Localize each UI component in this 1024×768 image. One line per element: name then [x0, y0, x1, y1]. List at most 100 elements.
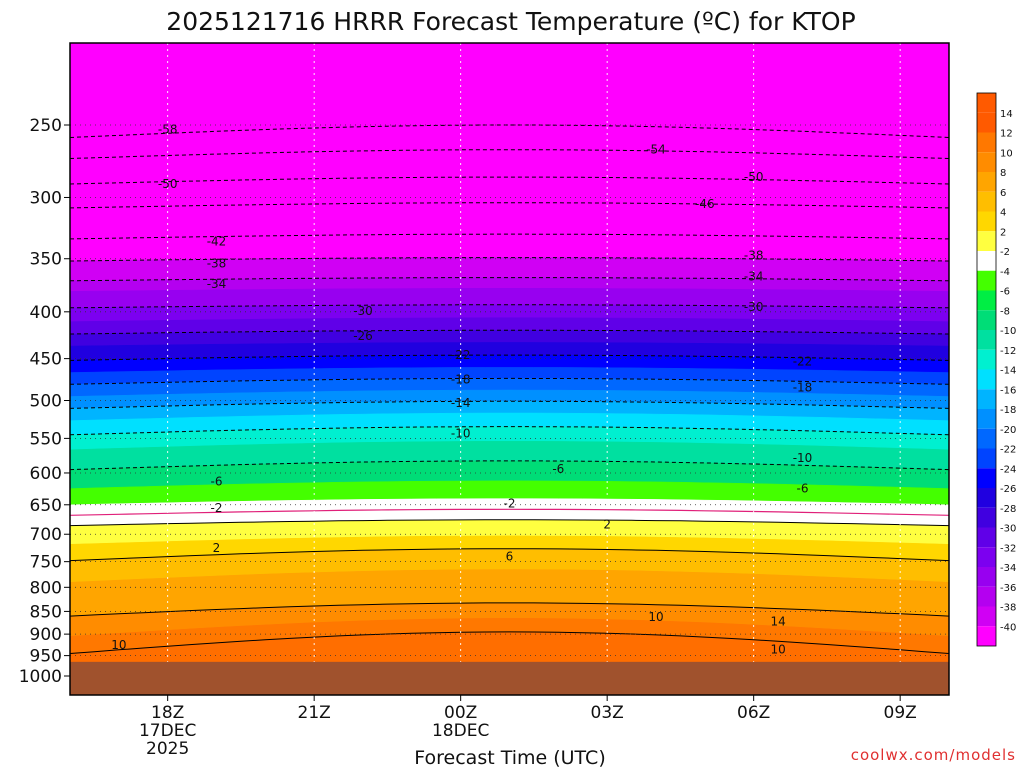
colorbar-swatch	[977, 132, 996, 153]
ground-surface	[70, 661, 949, 695]
grid-lines	[70, 43, 949, 695]
y-axis: 250 300 350 400 450 500 550 600 650 700 750 800 850 9…	[19, 116, 70, 687]
y-tick-label: 850	[30, 602, 62, 622]
contour-label: -46	[695, 197, 715, 211]
y-tick-label: 650	[30, 496, 62, 516]
temperature-band	[70, 233, 949, 262]
contour-label: -10	[793, 451, 813, 465]
contour-label: -26	[353, 329, 373, 343]
colorbar-label: -34	[1000, 563, 1016, 574]
colorbar-swatch	[977, 428, 996, 449]
colorbar-swatch	[977, 468, 996, 488]
y-tick-label: 250	[30, 116, 62, 136]
colorbar-label: 4	[1000, 208, 1006, 219]
colorbar-label: -22	[1000, 445, 1016, 456]
colorbar-label: -28	[1000, 504, 1016, 515]
colorbar-swatch	[977, 231, 996, 251]
temperature-bands	[70, 124, 949, 695]
colorbar-swatch	[977, 211, 996, 232]
contour-line	[70, 548, 949, 562]
y-tick-label: 500	[30, 392, 62, 412]
contour-label: 10	[111, 638, 126, 652]
contour-line	[70, 602, 949, 617]
contour-line	[70, 519, 949, 527]
colorbar-swatch	[977, 270, 996, 291]
colorbar-swatch	[977, 172, 996, 192]
colorbar-swatch	[977, 567, 996, 587]
colorbar-label: -8	[1000, 306, 1010, 317]
colorbar-label: 14	[1000, 109, 1013, 120]
colorbar-label: -14	[1000, 366, 1016, 377]
y-tick-label: 550	[30, 429, 62, 449]
colorbar-label: -30	[1000, 524, 1016, 535]
colorbar-swatch	[977, 527, 996, 548]
contour-labels: -58-54-50 -50-46-42-38-38-34-34-30 -30-26-…	[111, 123, 812, 657]
colorbar-label: -10	[1000, 326, 1016, 337]
credit-link[interactable]: coolwx.com/models	[851, 746, 1016, 764]
colorbar-swatch	[977, 586, 996, 607]
colorbar-swatch	[977, 369, 996, 390]
contour-label: -18	[451, 372, 471, 386]
x-tick-label: 06Z	[737, 703, 770, 723]
colorbar-swatch	[977, 507, 996, 528]
y-tick-label: 800	[30, 578, 62, 598]
colorbar-label: -2	[1000, 247, 1010, 258]
contour-label: -14	[451, 396, 471, 410]
temperature-band	[70, 202, 949, 240]
colorbar-label: -6	[1000, 287, 1010, 298]
contour-label: -30	[744, 300, 764, 314]
y-tick-label: 600	[30, 464, 62, 484]
contour-label: -6	[797, 482, 809, 496]
y-tick-label: 700	[30, 525, 62, 545]
contour-label: -2	[504, 497, 516, 511]
y-tick-label: 450	[30, 350, 62, 370]
contour-label: -6	[211, 474, 223, 488]
colorbar-label: 6	[1000, 188, 1006, 199]
colorbar-swatch	[977, 152, 996, 172]
colorbar-label: 2	[1000, 227, 1006, 238]
colorbar-label: -16	[1000, 385, 1016, 396]
x-tick-label: 21Z	[298, 703, 331, 723]
colorbar-frame	[976, 92, 997, 647]
x-tick-label: 17DEC	[139, 721, 196, 741]
colorbar-label: -32	[1000, 543, 1016, 554]
contour-label: -50	[744, 170, 764, 184]
contour-label: -18	[793, 381, 813, 395]
contour-label: -34	[744, 270, 764, 284]
contour-label: 6	[506, 549, 514, 563]
colorbar-swatch	[977, 448, 996, 469]
plot-frame	[69, 42, 950, 696]
temperature-band	[70, 257, 949, 282]
colorbar-label: -4	[1000, 267, 1010, 278]
contour-label: 10	[648, 610, 663, 624]
contour-label: -6	[552, 462, 564, 476]
chart-title: 2025121716 HRRR Forecast Temperature (ºC…	[166, 7, 855, 36]
colorbar-swatch	[977, 547, 996, 567]
y-tick-label: 900	[30, 625, 62, 645]
colorbar-label: -20	[1000, 425, 1016, 436]
colorbar-label: -26	[1000, 484, 1016, 495]
colorbar-swatch	[977, 409, 996, 429]
x-tick-label: 18Z	[151, 703, 184, 723]
y-tick-label: 1000	[19, 667, 62, 687]
y-tick-label: 750	[30, 553, 62, 573]
y-tick-label: 400	[30, 303, 62, 323]
contour-label: -30	[353, 304, 373, 318]
x-tick-label: 2025	[146, 739, 189, 759]
colorbar-swatch	[977, 626, 996, 646]
contour-label: -2	[211, 501, 223, 515]
x-tick-label: 00Z	[444, 703, 477, 723]
contour-label: -34	[207, 277, 227, 291]
contour-label: -50	[158, 177, 178, 191]
colorbar-swatch	[977, 112, 996, 133]
contour-label: -10	[451, 426, 471, 440]
colorbar-swatch	[977, 349, 996, 370]
contour-label: 10	[770, 642, 785, 656]
contour-label: 2	[213, 541, 221, 555]
colorbar-label: -38	[1000, 603, 1016, 614]
colorbar-swatch	[977, 488, 996, 508]
contour-label: -38	[207, 256, 227, 270]
colorbar-label: 10	[1000, 148, 1013, 159]
contour-label: -42	[207, 234, 227, 248]
